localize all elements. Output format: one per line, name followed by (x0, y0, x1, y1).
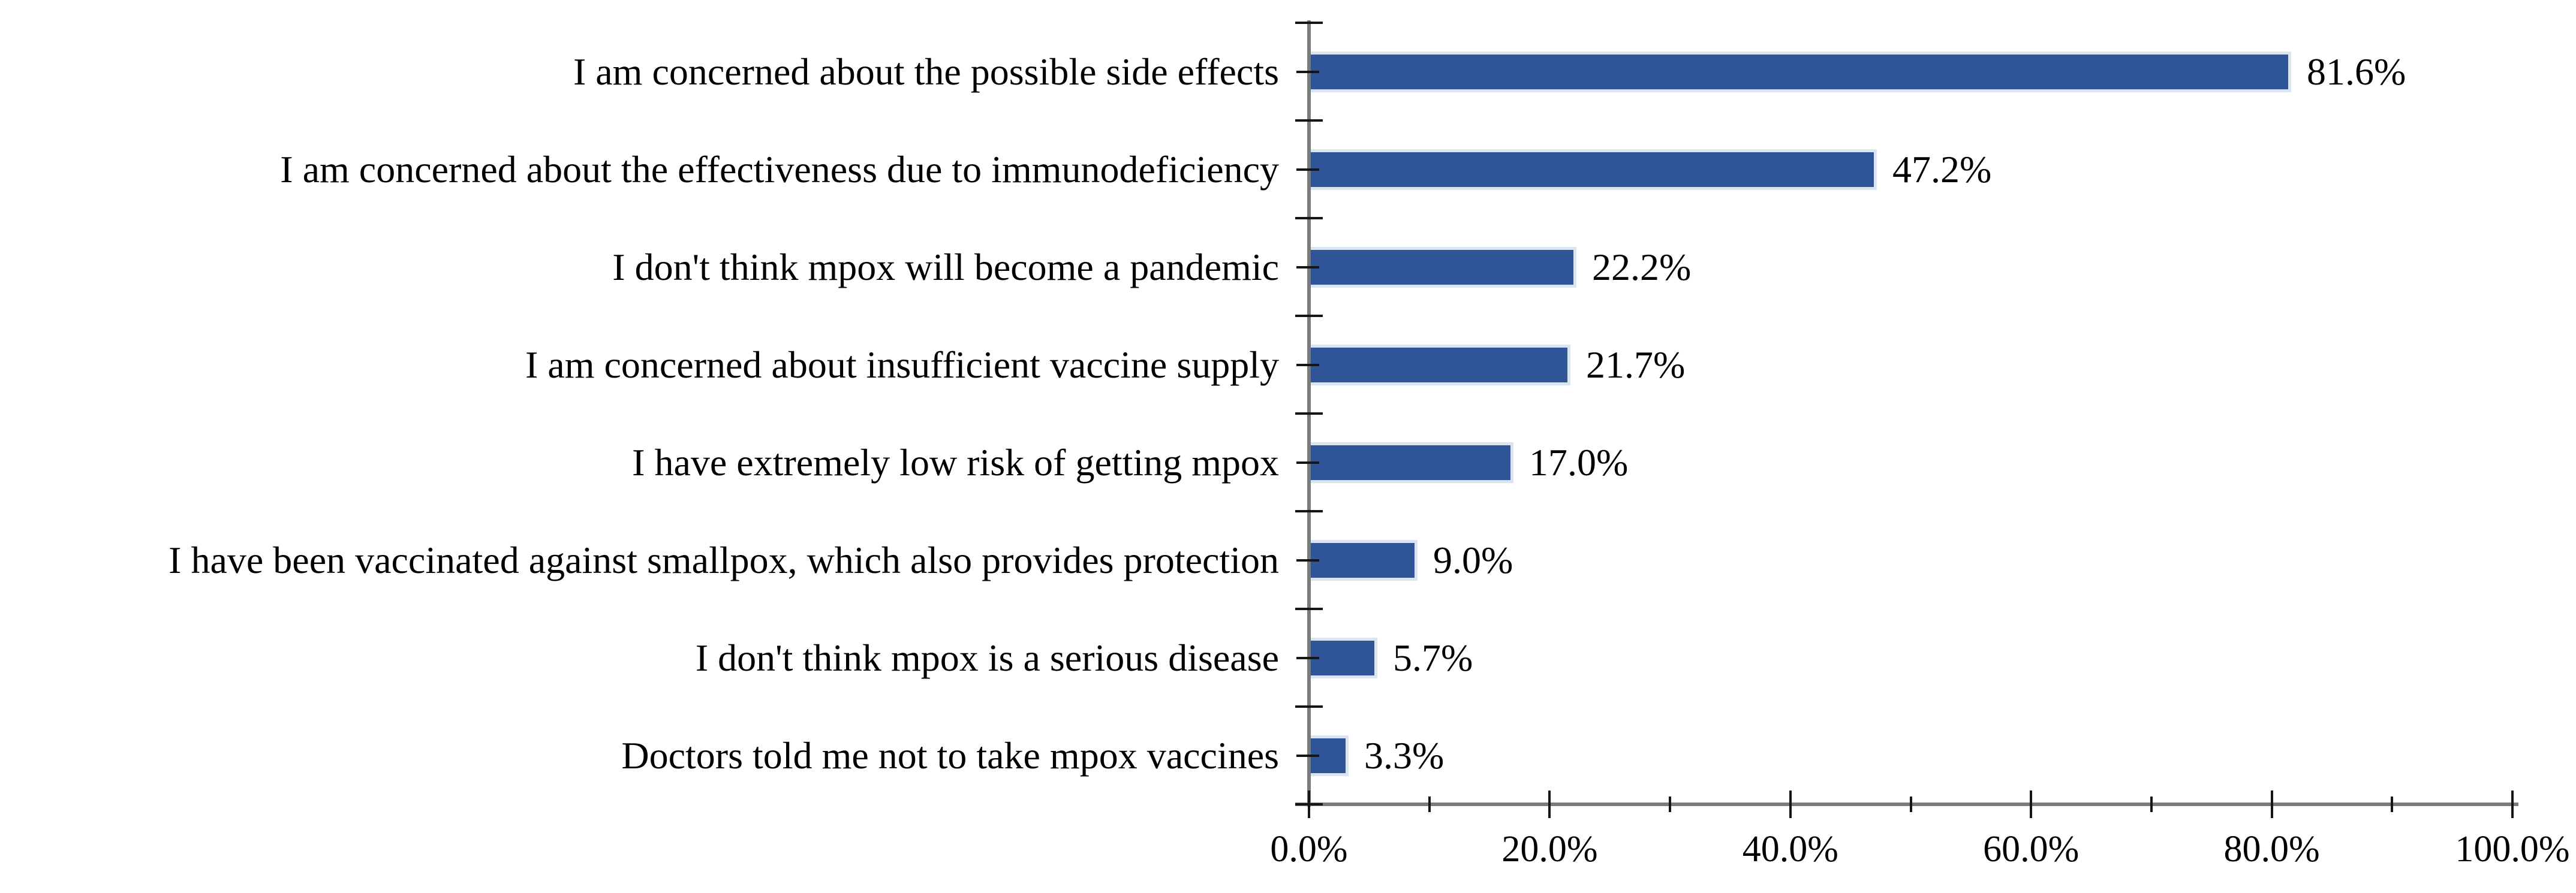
category-label: I am concerned about the possible side e… (573, 50, 1279, 93)
category-center-tick (1296, 70, 1319, 73)
value-minor-tick (1909, 797, 1912, 812)
category-label: Doctors told me not to take mpox vaccine… (621, 734, 1279, 777)
category-boundary-tick (1295, 412, 1323, 415)
value-axis-tick-label: 60.0% (1983, 829, 2080, 870)
category-boundary-tick (1295, 217, 1323, 219)
bar (1309, 149, 1877, 190)
value-major-tick (2030, 791, 2033, 818)
bar-value-label: 17.0% (1529, 441, 1629, 484)
value-minor-tick (2391, 797, 2394, 812)
category-label: I am concerned about insufficient vaccin… (525, 343, 1279, 386)
bar (1309, 442, 1513, 483)
category-label: I have been vaccinated against smallpox,… (168, 538, 1279, 581)
category-center-tick (1296, 266, 1319, 268)
bar (1309, 539, 1418, 581)
value-axis-tick-label: 0.0% (1270, 829, 1348, 870)
category-label: I am concerned about the effectiveness d… (280, 147, 1279, 191)
value-major-tick (2270, 791, 2273, 818)
bar (1309, 51, 2291, 92)
bar (1309, 246, 1576, 288)
category-boundary-tick (1295, 705, 1323, 708)
category-boundary-tick (1295, 22, 1323, 24)
category-label: I have extremely low risk of getting mpo… (632, 441, 1279, 484)
value-axis-tick-label: 80.0% (2223, 829, 2320, 870)
bar (1309, 344, 1570, 385)
value-major-tick (1548, 791, 1551, 818)
value-minor-tick (2150, 797, 2153, 812)
category-center-tick (1296, 559, 1319, 562)
bar-value-label: 81.6% (2307, 50, 2406, 93)
category-label: I don't think mpox is a serious disease (695, 636, 1279, 679)
category-label: I don't think mpox will become a pandemi… (612, 245, 1279, 288)
category-center-tick (1296, 656, 1319, 659)
bar-value-label: 22.2% (1592, 245, 1692, 288)
category-center-tick (1296, 754, 1319, 757)
value-minor-tick (1669, 797, 1672, 812)
value-major-tick (1789, 791, 1792, 818)
value-axis-tick-label: 100.0% (2455, 829, 2570, 870)
category-boundary-tick (1295, 119, 1323, 122)
category-center-tick (1296, 168, 1319, 171)
bar-value-label: 3.3% (1364, 734, 1445, 777)
bar-value-label: 5.7% (1393, 636, 1473, 679)
category-center-tick (1296, 363, 1319, 366)
value-axis-tick-label: 20.0% (1501, 829, 1598, 870)
category-boundary-tick (1295, 315, 1323, 317)
category-center-tick (1296, 461, 1319, 464)
value-axis-tick-label: 40.0% (1742, 829, 1838, 870)
value-minor-tick (1428, 797, 1431, 812)
bar-value-label: 21.7% (1586, 343, 1686, 386)
bar (1309, 637, 1377, 678)
value-axis-line (1295, 803, 2518, 806)
bar-value-label: 9.0% (1433, 538, 1513, 581)
value-major-tick (2511, 791, 2514, 818)
value-major-tick (1308, 791, 1310, 818)
category-boundary-tick (1295, 510, 1323, 512)
category-boundary-tick (1295, 608, 1323, 610)
bar-value-label: 47.2% (1892, 147, 1992, 191)
